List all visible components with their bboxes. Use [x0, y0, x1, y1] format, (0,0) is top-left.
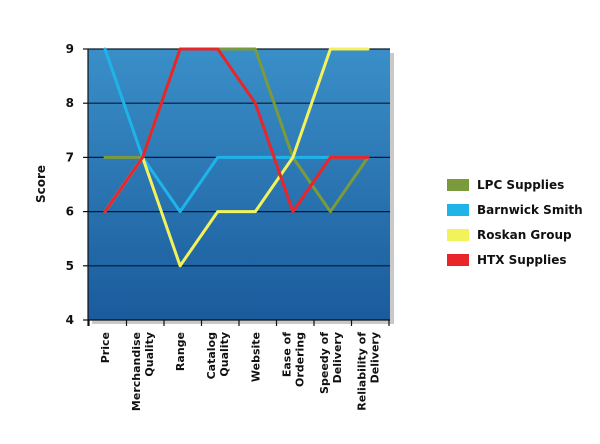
- x-category-label-line: Merchandise: [130, 332, 143, 411]
- y-axis-title: Score: [34, 165, 48, 203]
- x-category-label-line: Delivery: [331, 332, 344, 383]
- x-category-label-line: Catalog: [205, 332, 218, 379]
- x-category-label-line: Speedy of: [318, 332, 331, 394]
- y-tick-label-4: 4: [66, 313, 74, 327]
- series-line-roskan-group: [103, 47, 370, 268]
- x-category-label-line: Delivery: [369, 332, 382, 383]
- y-tick-label-8: 8: [66, 96, 74, 110]
- x-category-label: Ease of Ordering: [280, 332, 306, 387]
- plot-background: [88, 49, 390, 320]
- x-category-label: Price: [99, 332, 112, 363]
- series-line-barnwick-smith: [103, 47, 370, 214]
- legend-label: LPC Supplies: [477, 178, 564, 192]
- x-category-label: Website: [249, 332, 262, 382]
- legend-swatch: [447, 229, 469, 241]
- series-lines: [103, 47, 370, 268]
- legend: LPC Supplies Barnwick Smith Roskan Group HT…: [447, 178, 583, 267]
- x-category-label-line: Quality: [143, 332, 156, 377]
- y-tick-labels: 4 5 6 7 8 9: [66, 42, 74, 327]
- y-tick-label-7: 7: [66, 150, 74, 164]
- legend-label: Barnwick Smith: [477, 203, 583, 217]
- x-category-label: Speedy of Delivery: [318, 332, 344, 394]
- legend-swatch: [447, 254, 469, 266]
- series-line-htx-supplies: [103, 47, 370, 214]
- legend-swatch: [447, 204, 469, 216]
- x-category-label-line: Ordering: [293, 332, 306, 387]
- x-category-label: Catalog Quality: [205, 332, 231, 379]
- x-category-label-line: Reliability of: [356, 332, 369, 411]
- x-category-label-line: Price: [99, 332, 112, 363]
- x-category-label-line: Range: [174, 332, 187, 371]
- axes: [83, 48, 390, 326]
- y-tick-label-9: 9: [66, 42, 74, 56]
- x-category-label-line: Quality: [218, 332, 231, 377]
- y-tick-label-5: 5: [66, 259, 74, 273]
- x-category-label: Range: [174, 332, 187, 371]
- legend-label: Roskan Group: [477, 228, 572, 242]
- y-tick-label-6: 6: [66, 205, 74, 219]
- x-category-label: Merchandise Quality: [130, 332, 156, 411]
- x-category-label-line: Ease of: [280, 332, 293, 377]
- x-category-labels: Price Merchandise Quality Range Catalog Quali…: [99, 332, 382, 411]
- plot-area: [88, 49, 394, 324]
- x-category-label-line: Website: [249, 332, 262, 382]
- x-category-label: Reliability of Delivery: [356, 332, 382, 411]
- legend-swatch: [447, 179, 469, 191]
- legend-label: HTX Supplies: [477, 253, 567, 267]
